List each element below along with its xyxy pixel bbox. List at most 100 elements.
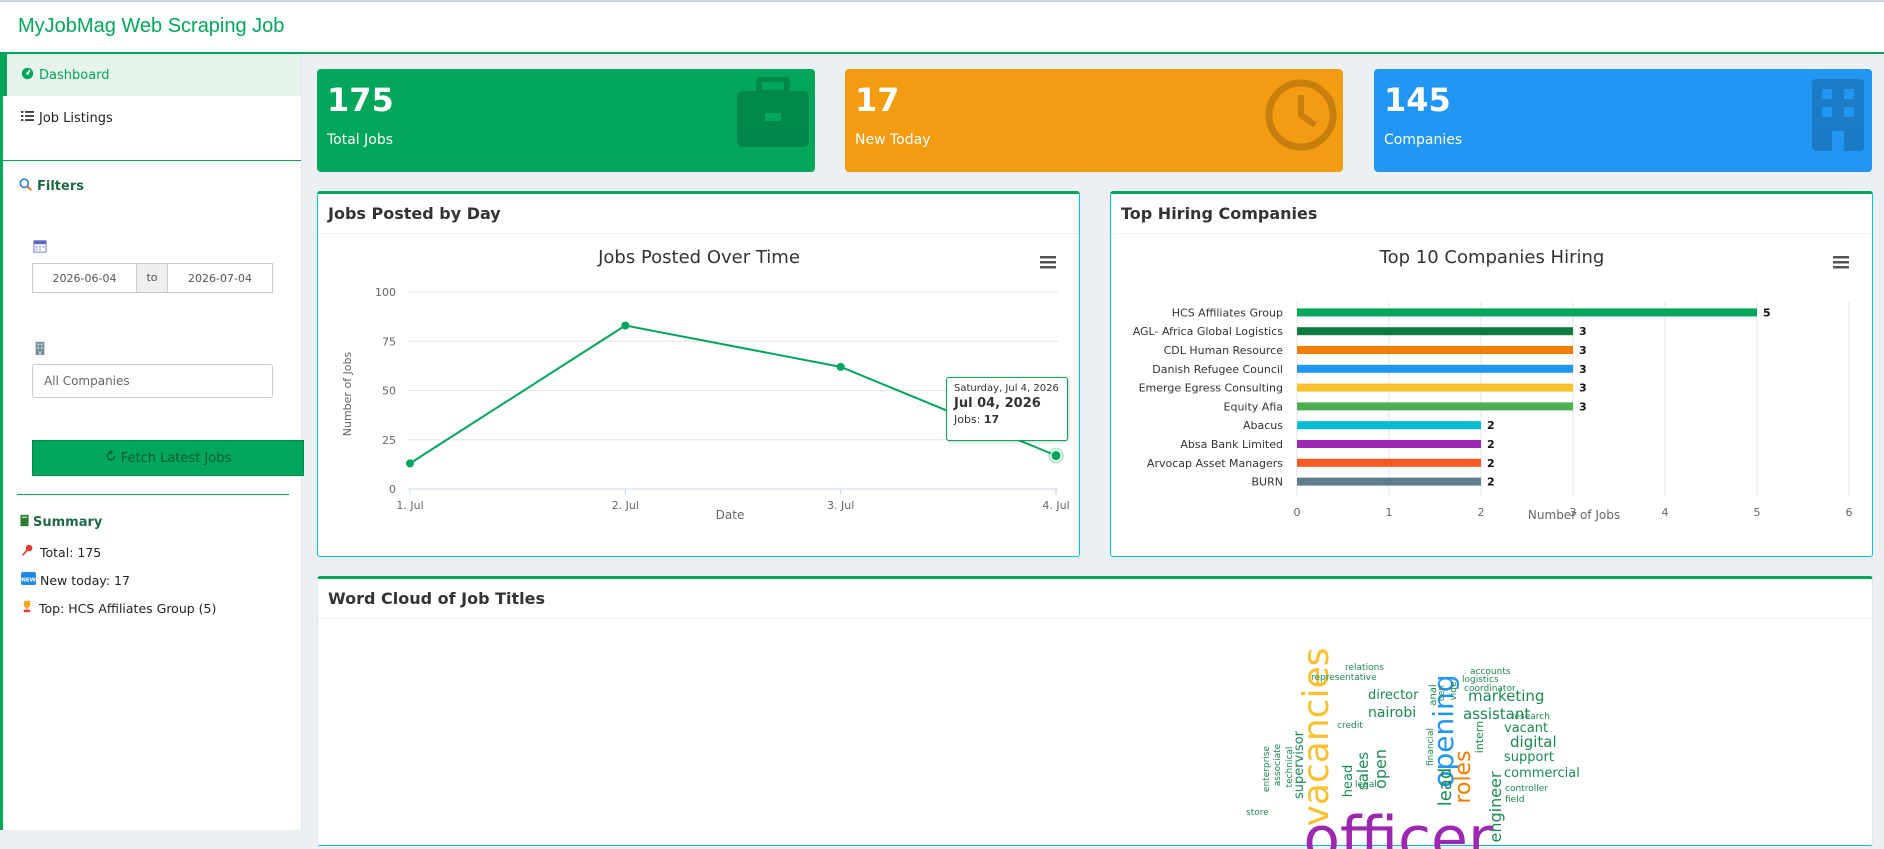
app-title: MyJobMag Web Scraping Job bbox=[18, 15, 285, 37]
data-label: 2 bbox=[1487, 438, 1495, 451]
y-tick-label: 50 bbox=[382, 385, 396, 398]
date-from-field[interactable]: 2026-06-04 bbox=[52, 271, 117, 285]
sidebar-item-label: Job Listings bbox=[39, 110, 113, 126]
word-cloud-word: enterprise bbox=[1262, 745, 1272, 792]
y-tick-label: 25 bbox=[382, 434, 396, 447]
x-axis-label: Date bbox=[716, 508, 745, 522]
word-cloud-word: field bbox=[1505, 795, 1524, 805]
x-tick-label: 1. Jul bbox=[396, 499, 423, 512]
app-header: MyJobMag Web Scraping Job bbox=[0, 0, 1884, 54]
hamburger-menu-icon[interactable] bbox=[1040, 256, 1056, 269]
word-cloud-word: open bbox=[1371, 749, 1390, 789]
summary-heading: Summary bbox=[19, 514, 102, 531]
x-tick-label: 3 bbox=[1570, 506, 1577, 519]
date-range-input: 2026-06-04 to 2026-07-04 bbox=[32, 263, 273, 293]
word-cloud-word: officer bbox=[1303, 804, 1493, 849]
category-label: AGL- Africa Global Logistics bbox=[1133, 325, 1284, 338]
trophy-icon bbox=[21, 600, 33, 616]
bar[interactable] bbox=[1297, 477, 1481, 486]
value-box-number: 145 bbox=[1384, 81, 1451, 119]
data-point[interactable] bbox=[406, 459, 414, 468]
bar[interactable] bbox=[1297, 327, 1573, 336]
data-point[interactable] bbox=[621, 321, 630, 330]
data-point[interactable] bbox=[1050, 450, 1062, 462]
word-cloud-word: nairobi bbox=[1368, 705, 1416, 721]
word-cloud-word: associate bbox=[1273, 743, 1283, 786]
panel-title: Jobs Posted by Day bbox=[318, 194, 1079, 234]
tooltip-date: Jul 04, 2026 bbox=[954, 396, 1041, 411]
building-icon bbox=[33, 340, 47, 359]
value-box-new-today: 17 New Today bbox=[845, 69, 1343, 172]
sidebar-item-dashboard[interactable]: Dashboard bbox=[3, 54, 301, 96]
word-cloud-word: accounts bbox=[1470, 667, 1511, 677]
new-badge-icon: NEW bbox=[21, 572, 36, 588]
category-label: Arvocap Asset Managers bbox=[1147, 457, 1283, 470]
sidebar: Dashboard Job Listings Filters 2026-06-0… bbox=[0, 54, 304, 830]
x-axis-label: Number of Jobs bbox=[1528, 508, 1620, 522]
hamburger-menu-icon[interactable] bbox=[1833, 256, 1849, 269]
summary-new-today: NEW New today: 17 bbox=[21, 572, 130, 588]
x-tick-label: 1 bbox=[1386, 506, 1393, 519]
tooltip-day: Saturday, Jul 4, 2026 bbox=[954, 383, 1059, 394]
value-box-label: Companies bbox=[1384, 132, 1463, 148]
sidebar-item-job-listings[interactable]: Job Listings bbox=[3, 96, 301, 140]
word-cloud-word: relations bbox=[1345, 663, 1384, 673]
briefcase-icon bbox=[735, 76, 811, 153]
word-cloud-word: cen bbox=[1437, 685, 1447, 701]
word-cloud-word: research bbox=[1511, 712, 1550, 722]
x-tick-label: 0 bbox=[1294, 506, 1301, 519]
sidebar-item-label: Dashboard bbox=[39, 67, 110, 83]
word-cloud-word: digital bbox=[1510, 733, 1557, 751]
category-label: Danish Refugee Council bbox=[1152, 363, 1283, 376]
divider bbox=[3, 160, 301, 161]
category-label: Abacus bbox=[1243, 419, 1283, 432]
bar-chart: Top 10 Companies Hiring Number of Jobs 0… bbox=[1133, 247, 1853, 522]
data-label: 3 bbox=[1579, 363, 1587, 376]
bar[interactable] bbox=[1297, 308, 1757, 317]
top-companies-panel: Top Hiring Companies Top 10 Companies Hi… bbox=[1110, 191, 1873, 557]
word-cloud-panel: Word Cloud of Job Titles opening vacancie… bbox=[317, 576, 1873, 849]
word-cloud-word: opening bbox=[1427, 674, 1460, 787]
bar[interactable] bbox=[1297, 440, 1481, 448]
bar[interactable] bbox=[1297, 383, 1573, 392]
category-label: Equity Afia bbox=[1224, 400, 1283, 413]
calendar-icon bbox=[33, 238, 47, 257]
word-cloud-word: roles bbox=[1451, 750, 1476, 803]
line-chart: Jobs Posted Over Time Number of Jobs Dat… bbox=[341, 247, 1070, 522]
word-cloud-word: technical bbox=[1285, 747, 1295, 788]
filters-heading: Filters bbox=[19, 178, 84, 195]
word-cloud-word: logistics bbox=[1462, 675, 1499, 685]
y-axis-label: Number of Jobs bbox=[341, 352, 354, 437]
word-cloud-word: financial bbox=[1426, 728, 1436, 766]
data-label: 3 bbox=[1579, 325, 1587, 338]
bar[interactable] bbox=[1297, 458, 1481, 467]
data-label: 3 bbox=[1579, 400, 1587, 413]
search-icon bbox=[19, 178, 32, 195]
word-cloud-word: vacancies bbox=[1296, 648, 1337, 827]
word-cloud-word: marketing bbox=[1468, 687, 1544, 705]
word-cloud-word: credit bbox=[1337, 721, 1363, 731]
value-box-companies: 145 Companies bbox=[1374, 69, 1872, 172]
word-cloud-word: sales bbox=[1354, 752, 1372, 790]
date-separator: to bbox=[136, 264, 168, 292]
value-box-label: New Today bbox=[855, 132, 931, 148]
x-tick-label: 3. Jul bbox=[827, 499, 854, 512]
pushpin-icon bbox=[21, 544, 34, 560]
company-select[interactable]: All Companies bbox=[32, 364, 273, 398]
bar[interactable] bbox=[1297, 402, 1573, 411]
bar[interactable] bbox=[1297, 421, 1481, 430]
divider bbox=[17, 494, 289, 495]
summary-total: Total: 175 bbox=[21, 544, 101, 560]
category-label: Absa Bank Limited bbox=[1180, 438, 1283, 451]
data-point[interactable] bbox=[836, 362, 845, 371]
bar[interactable] bbox=[1297, 346, 1573, 354]
word-cloud-word: coordinator bbox=[1464, 684, 1516, 694]
value-box-number: 175 bbox=[327, 81, 394, 119]
fetch-latest-jobs-button[interactable]: Fetch Latest Jobs bbox=[32, 440, 304, 476]
bar[interactable] bbox=[1297, 364, 1573, 373]
date-to-field[interactable]: 2026-07-04 bbox=[188, 271, 252, 285]
chart-title: Jobs Posted Over Time bbox=[597, 247, 800, 268]
tooltip-value: 17 bbox=[983, 413, 1000, 426]
panel-title: Top Hiring Companies bbox=[1111, 194, 1872, 234]
refresh-icon bbox=[105, 450, 117, 466]
